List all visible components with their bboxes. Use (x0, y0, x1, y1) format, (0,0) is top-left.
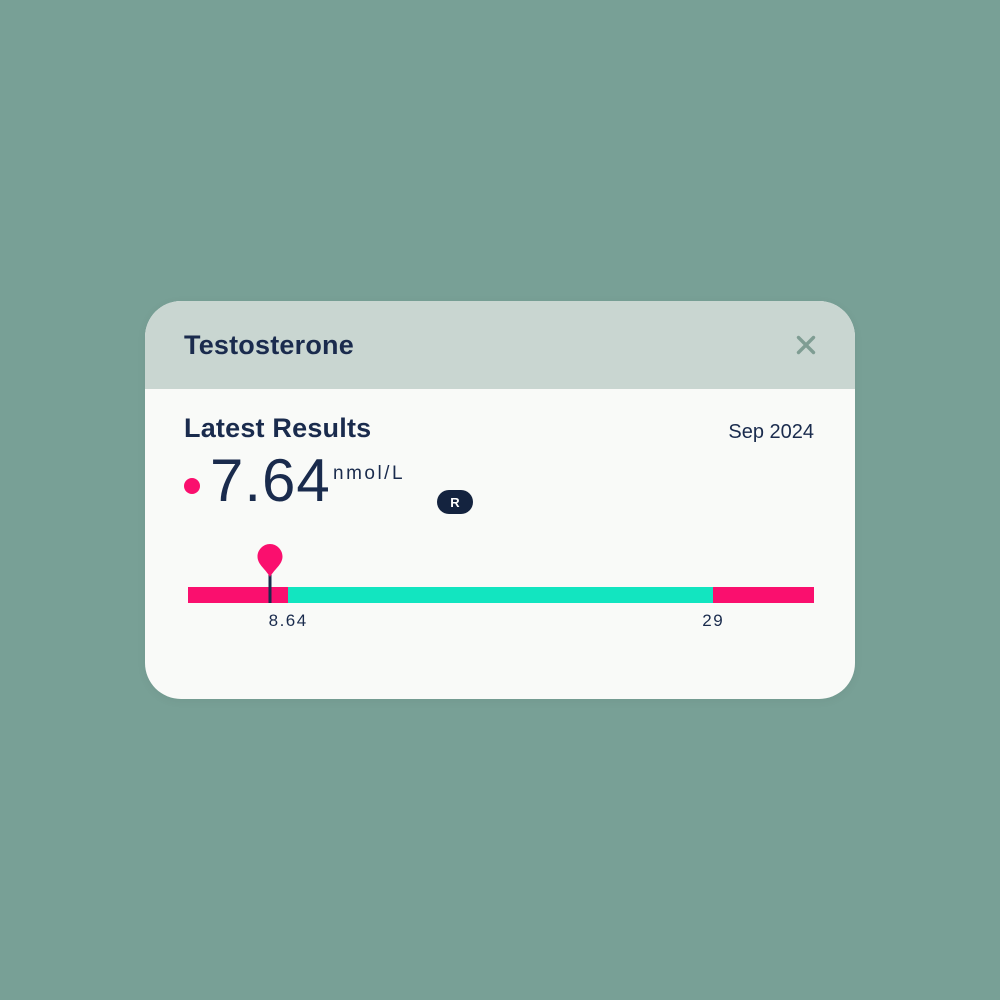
result-unit: nmol/L (333, 463, 406, 484)
range-segment-above-range (713, 587, 814, 603)
modal-title: Testosterone (184, 329, 354, 360)
range-segment-below-range (188, 587, 289, 603)
close-button[interactable] (791, 330, 821, 360)
modal-body: Latest Results Sep 2024 7.64 nmol/L R 8.… (145, 389, 855, 699)
range-high-bound-label: 29 (702, 611, 725, 630)
result-badge: R (437, 490, 473, 514)
close-icon (796, 335, 816, 355)
range-bar-track: 8.64 29 (188, 544, 814, 630)
result-modal: Testosterone Latest Results Sep 2024 7.6… (145, 301, 855, 699)
results-date: Sep 2024 (728, 421, 814, 443)
modal-header: Testosterone (145, 301, 855, 389)
range-segment-in-range (288, 587, 714, 603)
range-low-bound-label: 8.64 (268, 611, 308, 630)
result-value: 7.64 (210, 447, 331, 514)
value-dot-icon (184, 478, 200, 494)
results-heading: Latest Results (184, 413, 372, 443)
